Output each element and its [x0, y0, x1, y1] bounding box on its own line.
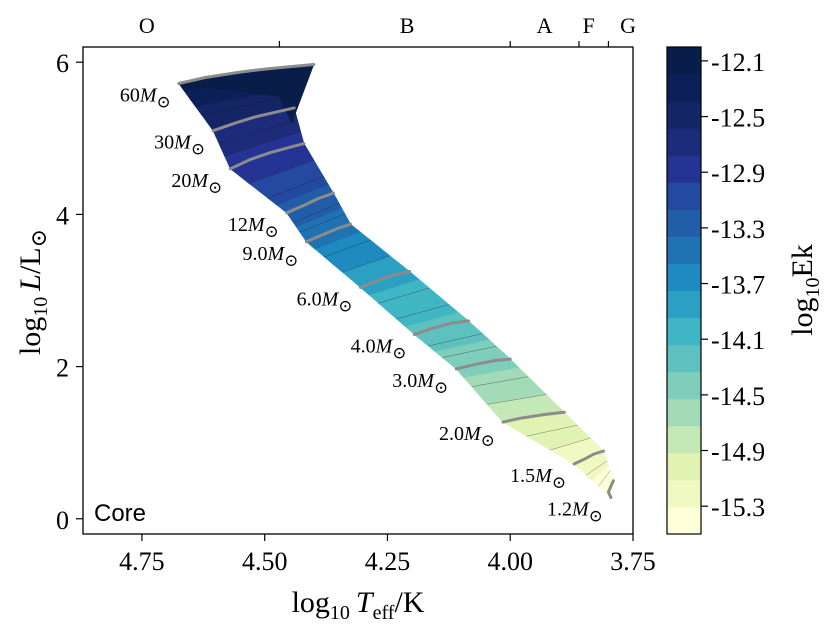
mass-label: 2.0M⊙ — [439, 423, 495, 450]
colorbar-segment — [667, 452, 701, 481]
contour-line — [267, 176, 324, 199]
track-9.0 — [304, 222, 353, 244]
colorbar-segment — [667, 290, 701, 319]
colorbar-segment — [667, 155, 701, 183]
spectral-class-label: G — [620, 13, 636, 38]
plot-frame — [82, 46, 634, 535]
y-tick-label: 6 — [56, 49, 69, 78]
colorbar-segment — [667, 47, 701, 75]
track-1.5 — [572, 449, 605, 466]
colorbar-segment — [667, 101, 701, 129]
colorbar-tick-label: -12.9 — [711, 159, 765, 188]
track-30 — [211, 106, 296, 133]
spectral-class-label: A — [537, 13, 553, 38]
colorbar-segment — [667, 425, 701, 454]
contour-line — [598, 470, 611, 487]
contour-line — [442, 346, 497, 358]
x-tick-label: 3.75 — [610, 547, 656, 576]
colorbar-tick-label: -13.7 — [711, 271, 765, 300]
contour-line — [324, 239, 371, 258]
colorbar-segment — [667, 371, 701, 400]
track-3.0 — [454, 357, 512, 371]
colorbar-segment — [667, 317, 701, 346]
contour-line — [396, 304, 449, 320]
mass-label: 12M⊙ — [228, 214, 279, 241]
colorbar-segment — [667, 506, 701, 535]
spectral-class-label: B — [400, 13, 415, 38]
mass-label: 30M⊙ — [154, 132, 205, 159]
contour-line — [249, 159, 314, 184]
x-tick-label: 4.50 — [242, 547, 288, 576]
colorbar-segment — [667, 479, 701, 508]
mass-label: 60M⊙ — [120, 85, 171, 112]
contour-lines — [190, 78, 611, 487]
contour-line — [550, 437, 591, 451]
colorbar: -12.1 -12.5 -12.9 -13.3 -13.7 -14.1 -14.5 -14.9… — [666, 46, 765, 535]
contour-line — [487, 394, 547, 405]
track-12 — [285, 191, 335, 215]
y-axis-title: log10L/L⊙ — [14, 229, 52, 355]
colorbar-segment — [667, 128, 701, 156]
colorbar-tick-label: -13.3 — [711, 215, 765, 244]
evolution-tracks — [177, 63, 615, 499]
contour-line — [471, 376, 529, 387]
contour-line — [586, 460, 607, 476]
track-6.0 — [359, 270, 412, 289]
mass-label: 1.2M⊙ — [547, 499, 603, 526]
colorbar-tick-label: -12.1 — [711, 48, 765, 77]
x-tick-label: 4.75 — [119, 547, 165, 576]
colorbar-title: log10Ek — [786, 244, 824, 336]
colorbar-segment — [667, 398, 701, 427]
axes: 4.75 4.50 4.25 4.00 3.75 0 2 4 6 O B A F G — [56, 13, 656, 576]
spectral-class-label: F — [583, 13, 595, 38]
mass-labels: 60M⊙ 30M⊙ 20M⊙12M⊙9.0M⊙ 6.0M⊙ 4.0M⊙ 3.0M⊙ 2.0M… — [120, 85, 603, 526]
track-2.0 — [501, 410, 566, 424]
ms-band — [178, 64, 614, 499]
contour-line — [342, 255, 390, 273]
contour-line — [190, 78, 308, 100]
colorbar-tick-label: -12.5 — [711, 104, 765, 133]
colorbar-segment — [667, 236, 701, 264]
track-20 — [228, 142, 306, 171]
x-axis-title: log10 Teff/K — [292, 586, 425, 624]
contour-line — [428, 333, 483, 347]
core-annotation: Core — [94, 500, 146, 527]
contour-line — [378, 287, 430, 304]
spectral-class-label: O — [139, 13, 155, 38]
contour-line — [201, 93, 301, 116]
colorbar-segment — [667, 344, 701, 373]
contour-line — [218, 119, 298, 144]
colorbar-tick-label: -14.9 — [711, 438, 765, 467]
colorbar-tick-label: -15.3 — [711, 493, 765, 522]
y-tick-label: 0 — [56, 506, 69, 535]
mass-label: 9.0M⊙ — [242, 243, 298, 270]
colorbar-segment — [667, 263, 701, 291]
mass-label: 4.0M⊙ — [351, 336, 407, 363]
mass-label: 6.0M⊙ — [297, 289, 353, 316]
x-tick-label: 4.25 — [365, 547, 411, 576]
contour-line — [224, 131, 301, 157]
track-60 — [177, 63, 316, 85]
contour-line — [293, 203, 340, 223]
y-tick-label: 4 — [56, 201, 69, 230]
mass-label: 1.5M⊙ — [510, 465, 566, 492]
colorbar-segment — [667, 182, 701, 210]
colorbar-tick-label: -14.1 — [711, 326, 765, 355]
contour-line — [299, 213, 345, 233]
colorbar-frame — [666, 46, 702, 535]
colorbar-segment — [667, 74, 701, 102]
track-4.0 — [413, 319, 470, 337]
contour-line — [526, 424, 578, 437]
x-tick-label: 4.00 — [487, 547, 533, 576]
mass-label: 3.0M⊙ — [392, 370, 448, 397]
colorbar-tick-label: -14.5 — [711, 382, 765, 411]
colorbar-segment — [667, 209, 701, 237]
track-1.2 — [606, 479, 615, 499]
y-tick-label: 2 — [56, 354, 69, 383]
mass-label: 20M⊙ — [171, 170, 222, 197]
